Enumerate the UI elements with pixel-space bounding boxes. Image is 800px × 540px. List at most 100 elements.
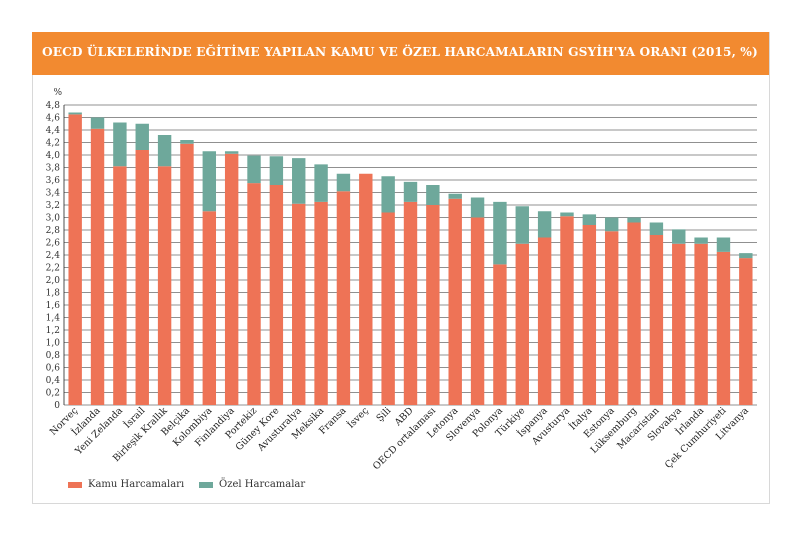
y-tick-label: 2,8 bbox=[46, 226, 61, 236]
bar-public bbox=[113, 166, 127, 405]
bar-private bbox=[694, 237, 708, 244]
y-tick-label: 3,6 bbox=[46, 176, 61, 186]
bar-private bbox=[135, 123, 149, 150]
bar-public bbox=[582, 225, 597, 405]
bar-public bbox=[470, 217, 485, 405]
bar-private bbox=[336, 173, 351, 192]
bar-private bbox=[157, 135, 172, 167]
x-tick-label: Şili bbox=[374, 405, 393, 424]
bar-private bbox=[448, 193, 462, 199]
bar-public bbox=[336, 191, 351, 405]
bar-private bbox=[716, 237, 731, 252]
y-tick-label: 4,6 bbox=[46, 114, 61, 124]
chart-title: OECD ÜLKELERİNDE EĞİTİME YAPILAN KAMU VE… bbox=[42, 45, 758, 59]
y-tick-label: 4,0 bbox=[46, 151, 61, 161]
bar-private bbox=[403, 181, 418, 202]
y-tick-label: 3,2 bbox=[46, 201, 60, 211]
bar-public bbox=[157, 166, 172, 405]
bar-private bbox=[426, 185, 440, 205]
bar-private bbox=[537, 211, 552, 238]
legend-item-private: Özel Harcamalar bbox=[199, 479, 305, 490]
bar-public bbox=[90, 128, 105, 405]
y-tick-label: 0 bbox=[54, 401, 60, 411]
bar-private bbox=[90, 117, 105, 129]
bar-public bbox=[292, 203, 306, 405]
bar-private bbox=[739, 253, 753, 259]
bar-private bbox=[180, 140, 194, 144]
bar-private bbox=[470, 197, 485, 218]
y-tick-label: 3,0 bbox=[46, 214, 61, 224]
bar-layer bbox=[68, 112, 753, 405]
bar-public bbox=[739, 258, 753, 405]
y-tick-label: 3,8 bbox=[46, 164, 61, 174]
bar-private bbox=[113, 122, 127, 167]
y-tick-label: 0,4 bbox=[46, 376, 61, 386]
bar-public bbox=[403, 201, 418, 405]
bar-public bbox=[537, 237, 552, 405]
bar-public bbox=[202, 211, 217, 405]
y-tick-label: 2,0 bbox=[46, 276, 61, 286]
bar-public bbox=[560, 216, 574, 405]
bar-private bbox=[314, 164, 328, 202]
y-tick-label: 1,8 bbox=[46, 289, 61, 299]
y-tick-label: 4,8 bbox=[46, 101, 61, 111]
bar-public bbox=[604, 231, 619, 405]
y-tick-label: 0,6 bbox=[46, 364, 61, 374]
bar-private bbox=[604, 217, 619, 232]
bar-private bbox=[515, 206, 529, 244]
bar-private bbox=[381, 176, 395, 213]
bar-private bbox=[269, 156, 284, 185]
chart-frame bbox=[32, 32, 770, 504]
bar-public bbox=[68, 114, 82, 405]
bar-private bbox=[627, 217, 641, 223]
bar-public bbox=[515, 243, 529, 405]
y-tick-label: 1,6 bbox=[46, 301, 61, 311]
legend-item-public: Kamu Harcamaları bbox=[68, 479, 184, 490]
bar-private bbox=[672, 229, 686, 244]
bar-private bbox=[582, 214, 597, 225]
y-tick-label: 1,4 bbox=[46, 314, 61, 324]
bar-public bbox=[426, 205, 440, 405]
legend-swatch-public bbox=[68, 481, 82, 488]
y-tick-label: 4,4 bbox=[46, 126, 61, 136]
y-tick-label: 2,6 bbox=[46, 239, 61, 249]
title-bar: OECD ÜLKELERİNDE EĞİTİME YAPILAN KAMU VE… bbox=[32, 32, 769, 75]
x-tick-label: İsveç bbox=[345, 405, 371, 431]
bar-private bbox=[202, 151, 217, 212]
bar-public bbox=[448, 198, 462, 405]
legend-label-private: Özel Harcamalar bbox=[219, 479, 306, 490]
y-tick-label: 3,4 bbox=[46, 189, 61, 199]
y-tick-label: 0,2 bbox=[46, 389, 60, 399]
bar-private bbox=[68, 112, 82, 115]
bar-public bbox=[627, 222, 641, 405]
bar-private bbox=[560, 212, 574, 217]
bar-public bbox=[381, 212, 395, 405]
bar-public bbox=[493, 264, 507, 405]
bar-public bbox=[314, 201, 328, 405]
y-tick-label: 0,8 bbox=[46, 351, 61, 361]
bar-public bbox=[224, 153, 239, 405]
legend-swatch-private bbox=[199, 481, 213, 488]
bar-public bbox=[672, 243, 686, 405]
y-tick-label: 2,4 bbox=[46, 251, 61, 261]
bar-public bbox=[359, 173, 373, 405]
bar-public bbox=[649, 235, 664, 405]
bar-public bbox=[180, 143, 194, 405]
bar-private bbox=[649, 222, 664, 235]
y-tick-label: 1,0 bbox=[46, 339, 61, 349]
y-tick-label: 1,2 bbox=[46, 326, 60, 336]
y-tick-label: 2,2 bbox=[46, 264, 60, 274]
bar-private bbox=[224, 151, 239, 154]
bar-public bbox=[269, 185, 284, 405]
bar-private bbox=[493, 201, 507, 265]
bar-private bbox=[247, 155, 261, 184]
bar-public bbox=[135, 150, 149, 405]
y-tick-label: 4,2 bbox=[46, 139, 60, 149]
y-axis-unit: % bbox=[53, 88, 62, 98]
bar-public bbox=[247, 183, 261, 405]
bar-public bbox=[716, 251, 731, 405]
bar-private bbox=[292, 158, 306, 204]
legend-label-public: Kamu Harcamaları bbox=[88, 479, 185, 490]
bar-public bbox=[694, 243, 708, 405]
